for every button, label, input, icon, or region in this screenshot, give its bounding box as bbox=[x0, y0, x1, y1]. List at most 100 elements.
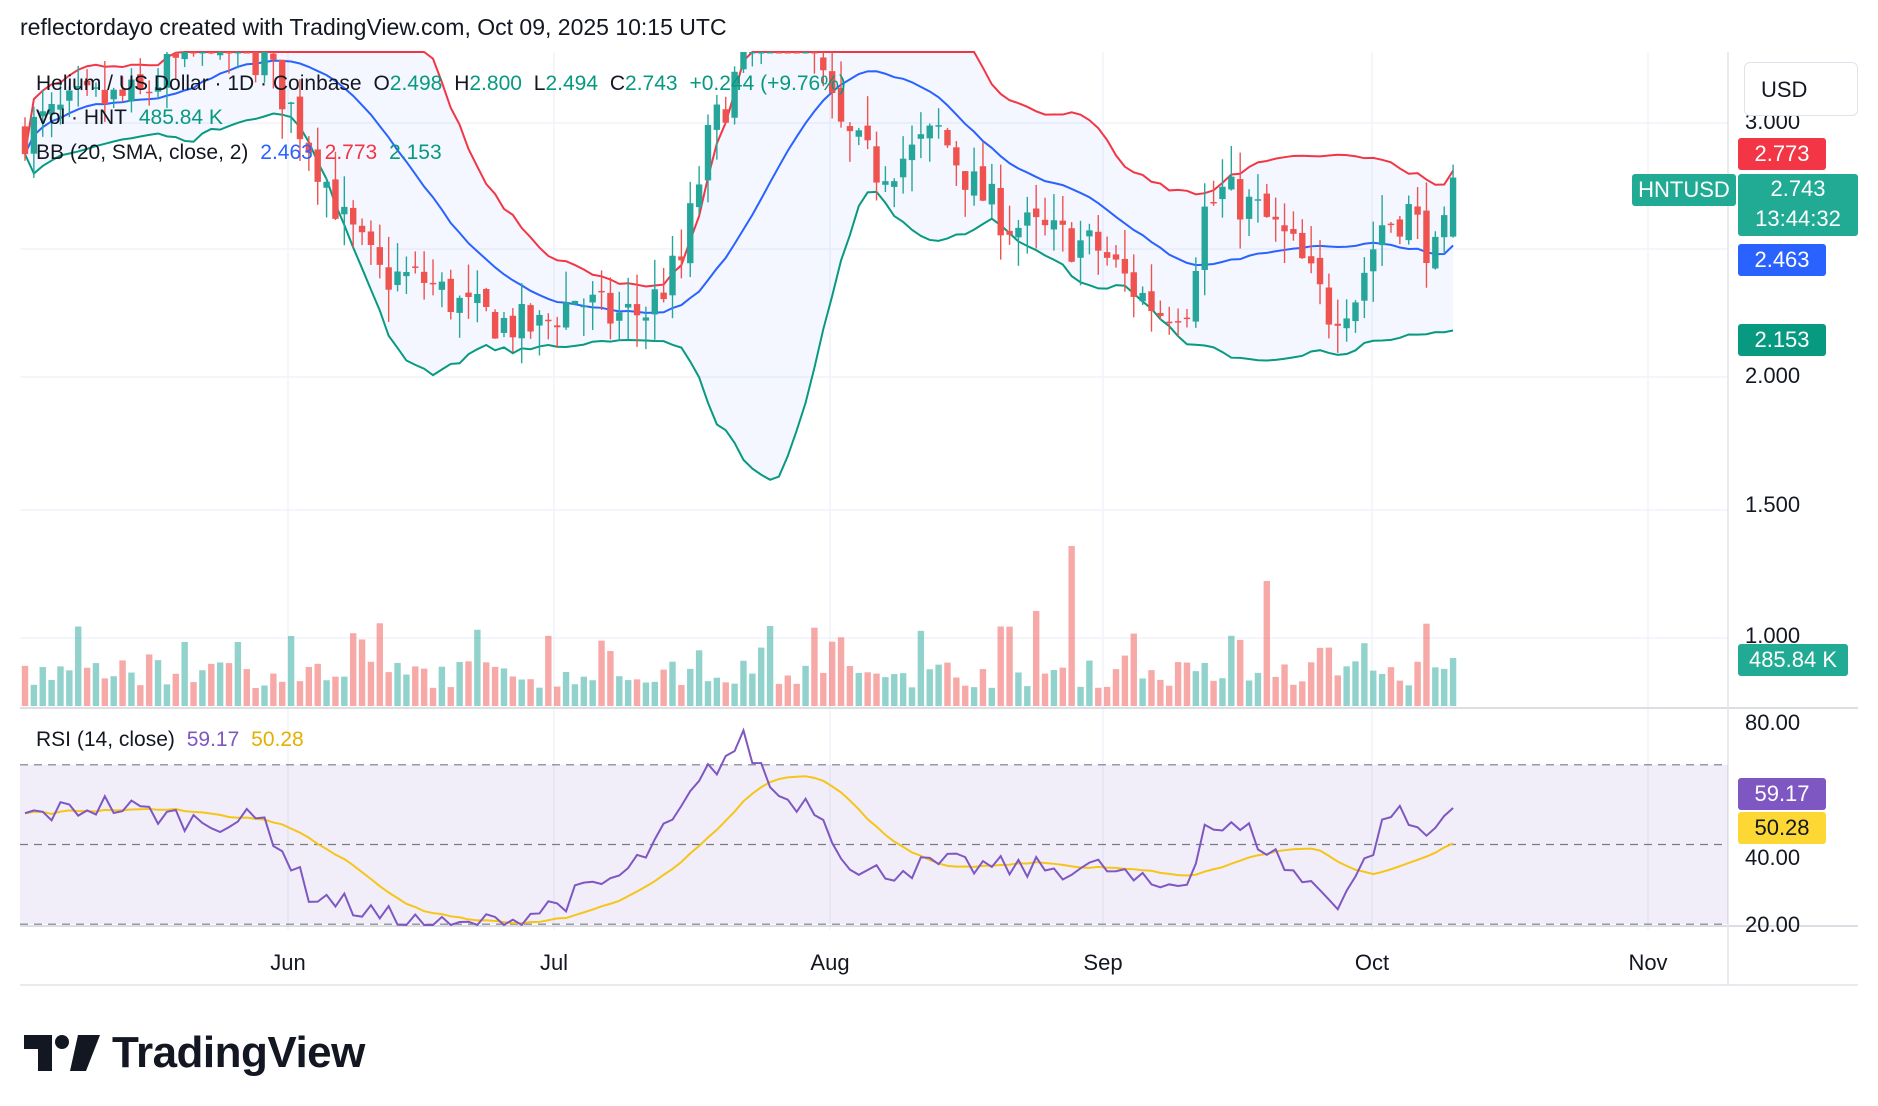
candle-body bbox=[562, 302, 570, 328]
candle-body bbox=[926, 125, 933, 139]
volume-bar bbox=[545, 635, 552, 706]
volume-bar bbox=[403, 674, 410, 706]
candle-body bbox=[660, 292, 667, 300]
candle-body bbox=[882, 181, 889, 185]
volume-bar bbox=[988, 687, 996, 706]
volume-bar bbox=[1157, 679, 1164, 706]
rsi-badge: 59.17 bbox=[1754, 781, 1809, 806]
candle-body bbox=[1378, 225, 1386, 246]
candle-body bbox=[793, 52, 800, 54]
rsi-axis-tick: 20.00 bbox=[1745, 912, 1800, 937]
rsi-ma-value: 50.28 bbox=[251, 728, 304, 751]
volume-bar bbox=[358, 639, 366, 706]
candle-body bbox=[740, 52, 747, 70]
candle-body bbox=[687, 203, 694, 264]
volume-bar bbox=[527, 679, 534, 706]
volume-bar bbox=[944, 662, 951, 706]
volume-bar bbox=[1396, 680, 1404, 706]
candle-body bbox=[145, 91, 153, 94]
time-axis-tick: Oct bbox=[1355, 950, 1389, 975]
volume-bar bbox=[172, 673, 179, 706]
bb-upper-badge: 2.773 bbox=[1754, 141, 1809, 166]
bb-lower-value: 2.153 bbox=[389, 141, 442, 164]
tradingview-logo: TradingView bbox=[24, 1028, 365, 1078]
close-value: 2.743 bbox=[625, 72, 678, 95]
volume-bar bbox=[456, 662, 463, 706]
candle-body bbox=[908, 144, 916, 161]
volume-bar bbox=[509, 676, 517, 706]
candle-body bbox=[1006, 230, 1013, 235]
rsi-pane bbox=[20, 727, 1728, 927]
rsi-axis-tick: 40.00 bbox=[1745, 845, 1800, 870]
price-axis-tick: 1.000 bbox=[1745, 623, 1800, 648]
candle-body bbox=[784, 52, 792, 54]
volume-bar bbox=[465, 661, 472, 706]
candle-body bbox=[252, 52, 259, 76]
candle-body bbox=[208, 52, 215, 54]
volume-bar bbox=[75, 626, 82, 706]
candlesticks bbox=[21, 52, 1457, 364]
candle-body bbox=[1121, 258, 1129, 274]
volume-bar bbox=[1174, 662, 1182, 706]
volume-bars bbox=[21, 546, 1457, 706]
volume-bar bbox=[181, 641, 188, 706]
volume-bar bbox=[438, 666, 446, 706]
candle-body bbox=[1290, 229, 1297, 234]
candle-body bbox=[1015, 227, 1022, 238]
volume-bar bbox=[1343, 666, 1350, 706]
volume-bar bbox=[1325, 647, 1333, 706]
candle-body bbox=[633, 304, 641, 316]
volume-bar bbox=[580, 676, 588, 706]
volume-bar bbox=[1121, 655, 1129, 706]
volume-bar bbox=[128, 672, 135, 706]
volume-bar bbox=[917, 630, 925, 706]
candle-body bbox=[944, 129, 951, 146]
open-value: 2.498 bbox=[389, 72, 443, 95]
volume-bar bbox=[962, 685, 969, 706]
volume-bar bbox=[1228, 635, 1235, 706]
candle-body bbox=[1396, 219, 1404, 237]
volume-bar bbox=[1370, 670, 1377, 706]
candle-body bbox=[1236, 179, 1244, 220]
candle-body bbox=[420, 271, 428, 283]
volume-bar bbox=[784, 675, 792, 706]
volume-bar bbox=[562, 671, 570, 706]
volume-bar bbox=[1405, 685, 1412, 706]
candle-body bbox=[589, 294, 596, 303]
candle-body bbox=[1272, 216, 1279, 220]
candle-body bbox=[766, 52, 774, 54]
currency-button[interactable]: USD bbox=[1744, 62, 1858, 116]
candle-body bbox=[172, 53, 179, 58]
volume-bar bbox=[766, 626, 774, 706]
volume-bar bbox=[598, 640, 605, 706]
volume-bar bbox=[119, 660, 126, 706]
candle-body bbox=[1432, 236, 1439, 269]
low-label: L bbox=[533, 72, 546, 95]
volume-bar bbox=[243, 669, 250, 706]
volume-bar bbox=[48, 679, 55, 706]
volume-bar bbox=[713, 677, 721, 706]
volume-bar bbox=[669, 661, 676, 706]
change-value: +0.244 (+9.76%) bbox=[689, 72, 846, 95]
volume-bar bbox=[1041, 673, 1049, 706]
grid-lines bbox=[20, 52, 1728, 930]
candle-body bbox=[1316, 257, 1324, 285]
volume-bar bbox=[589, 680, 596, 706]
bb-lower-badge-bg bbox=[1738, 324, 1826, 356]
candle-body bbox=[1245, 196, 1253, 219]
candle-body bbox=[349, 207, 357, 225]
price-badge-bg bbox=[1738, 174, 1858, 236]
volume-bar bbox=[66, 670, 73, 706]
candle-body bbox=[39, 111, 46, 117]
candle-body bbox=[243, 52, 250, 54]
candle-body bbox=[234, 52, 242, 54]
candle-body bbox=[447, 278, 454, 312]
bb-legend: BB (20, SMA, close, 2) 2.463 2.773 2.153 bbox=[36, 141, 448, 165]
candle-body bbox=[1370, 249, 1377, 272]
volume-bar bbox=[1077, 686, 1084, 706]
volume-bar bbox=[412, 666, 419, 706]
time-axis-tick: Sep bbox=[1083, 950, 1122, 975]
volume-bar bbox=[1378, 673, 1386, 706]
candle-body bbox=[607, 292, 614, 324]
